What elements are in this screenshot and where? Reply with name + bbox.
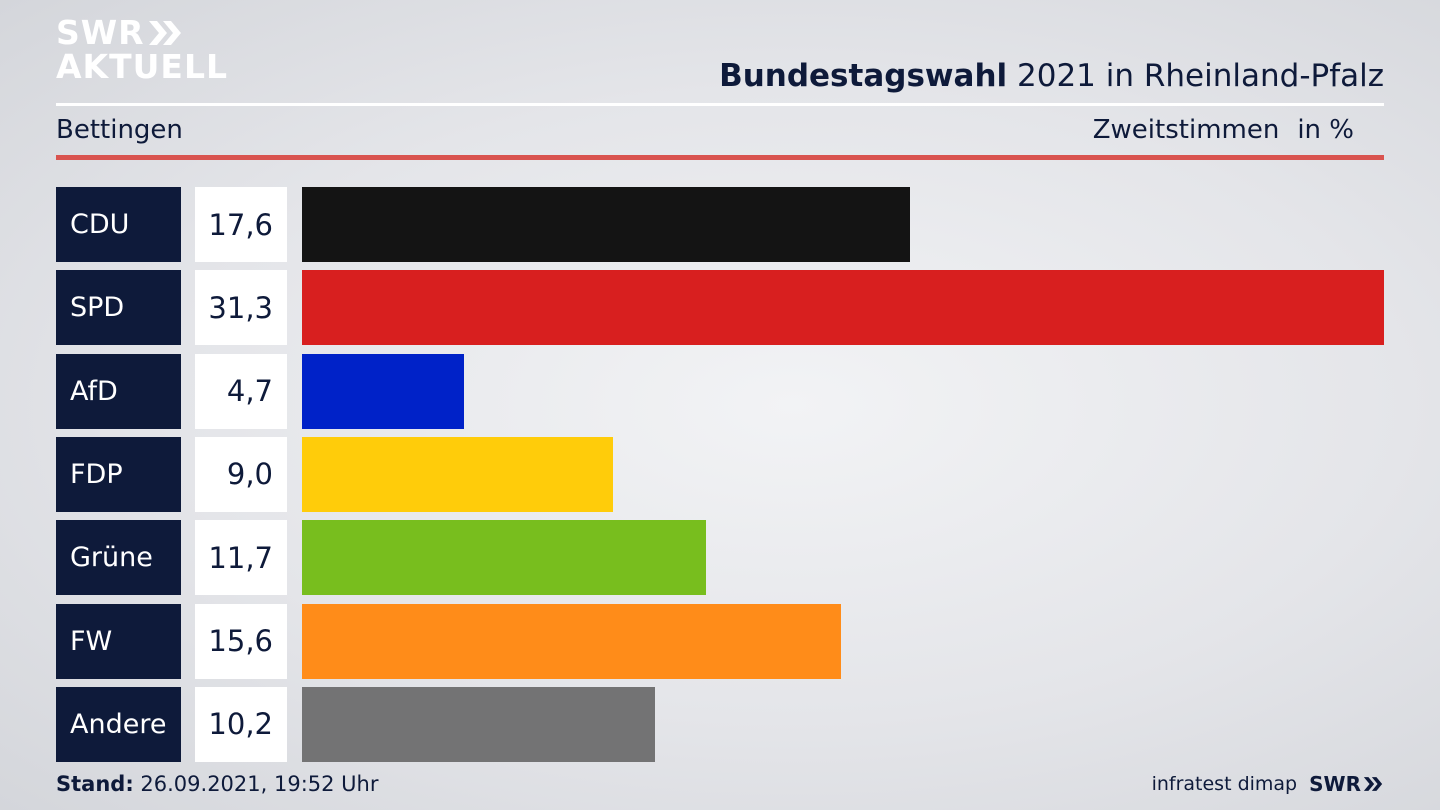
party-label: FDP	[56, 436, 181, 512]
bar	[302, 520, 707, 596]
bar	[302, 187, 911, 262]
stand-label: Stand:	[56, 772, 134, 796]
results-bar-chart: CDU 17,6 SPD 31,3 AfD 4,7 FDP 9,0 Grüne 11,7 FW 15,…	[56, 187, 1384, 762]
source-credit: infratest dimap SWR	[1152, 772, 1384, 796]
value-label: 15,6	[195, 603, 287, 679]
header-divider	[56, 103, 1384, 106]
logo-aktuell-text: AKTUELL	[56, 47, 229, 86]
logo-swr-text: SWR	[56, 13, 145, 52]
bar	[302, 353, 465, 429]
source-label: infratest dimap	[1151, 773, 1298, 795]
party-label: Andere	[56, 686, 181, 762]
party-label: AfD	[56, 353, 181, 429]
value-label: 4,7	[195, 353, 287, 429]
value-label: 11,7	[195, 520, 287, 596]
value-label: 9,0	[195, 436, 287, 512]
value-label: 10,2	[195, 686, 287, 762]
metric-label: Zweitstimmen in %	[1093, 115, 1354, 145]
bar	[302, 436, 614, 512]
bar-row: AfD 4,7	[56, 353, 1384, 429]
bar-row: FDP 9,0	[56, 436, 1384, 512]
footer-brand-text: SWR	[1309, 772, 1361, 796]
accent-divider	[56, 155, 1384, 160]
value-label: 17,6	[195, 187, 287, 262]
party-label: FW	[56, 603, 181, 679]
bar-row: FW 15,6	[56, 603, 1384, 679]
double-chevron-icon	[148, 21, 181, 45]
bar-row: CDU 17,6	[56, 187, 1384, 262]
bar-row: Andere 10,2	[56, 686, 1384, 762]
party-label: Grüne	[56, 520, 181, 596]
title-bold: Bundestagswahl	[719, 58, 1008, 94]
stand-value: 26.09.2021, 19:52 Uhr	[133, 772, 379, 796]
swr-aktuell-logo: SWR AKTUELL	[56, 16, 228, 84]
bar-row: Grüne 11,7	[56, 520, 1384, 596]
unit-label: in %	[1297, 115, 1354, 145]
title-rest: 2021 in Rheinland-Pfalz	[1007, 58, 1384, 94]
bar	[302, 603, 842, 679]
region-label: Bettingen	[56, 115, 183, 145]
bar	[302, 686, 655, 762]
party-label: CDU	[56, 187, 181, 262]
bar	[302, 270, 1384, 346]
party-label: SPD	[56, 270, 181, 346]
metric-name: Zweitstimmen	[1092, 115, 1280, 145]
bar-row: SPD 31,3	[56, 270, 1384, 346]
timestamp: Stand: 26.09.2021, 19:52 Uhr	[56, 772, 379, 796]
value-label: 31,3	[195, 270, 287, 346]
double-chevron-icon	[1363, 777, 1383, 791]
footer-swr-logo: SWR	[1309, 772, 1384, 796]
page-title: Bundestagswahl 2021 in Rheinland-Pfalz	[719, 58, 1384, 94]
